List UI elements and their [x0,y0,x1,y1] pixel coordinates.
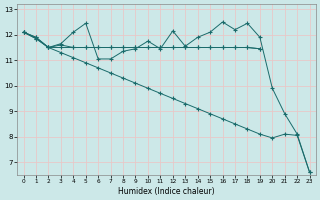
X-axis label: Humidex (Indice chaleur): Humidex (Indice chaleur) [118,187,215,196]
